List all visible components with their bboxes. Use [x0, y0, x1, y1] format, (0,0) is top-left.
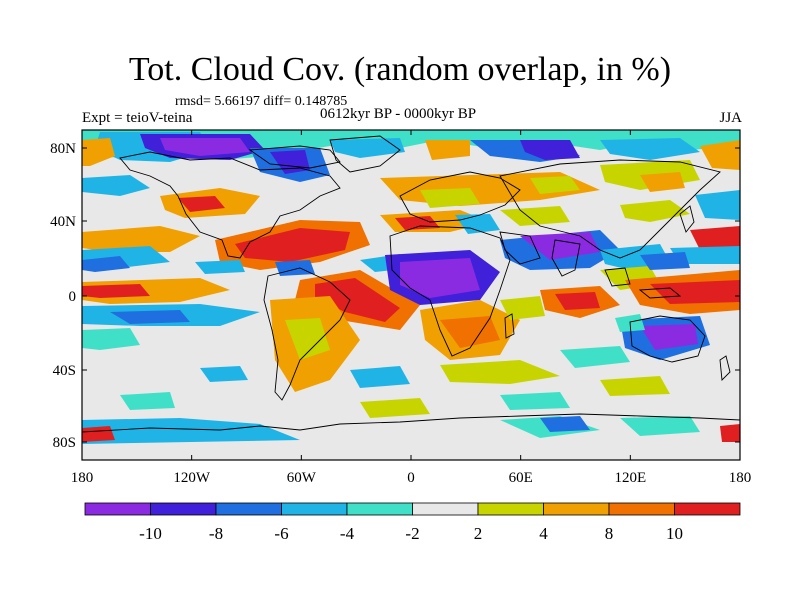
- colorbar-swatch: [477, 502, 544, 516]
- colorbar-swatch: [674, 502, 741, 516]
- field-patch: [690, 226, 740, 252]
- field-patch: [700, 140, 740, 170]
- season-label: JJA: [719, 110, 742, 126]
- field-patch: [82, 226, 200, 252]
- field-patch: [195, 260, 245, 274]
- field-patch: [670, 246, 740, 264]
- field-patch: [82, 444, 740, 460]
- colorbar: -10 -8 -6 -4 -2 2 4 8 10: [84, 502, 741, 543]
- field-patch: [640, 324, 698, 350]
- field-patch: [440, 360, 560, 384]
- field-patch: [720, 424, 740, 442]
- lon-tick-label: 180: [71, 470, 94, 486]
- field-patch: [500, 392, 570, 410]
- field-patch: [330, 138, 405, 158]
- field-patch: [82, 284, 150, 298]
- lat-tick-label: 40S: [53, 363, 76, 379]
- field-patch: [520, 232, 600, 260]
- field-patch: [400, 258, 480, 298]
- period-label: 0612kyr BP - 0000kyr BP: [320, 106, 477, 122]
- colorbar-swatch: [150, 502, 217, 516]
- colorbar-label: 10: [666, 524, 683, 543]
- field-patch: [82, 328, 140, 350]
- field-patch: [82, 138, 115, 166]
- colorbar-swatch: [412, 502, 479, 516]
- lon-tick-label: 0: [407, 470, 415, 486]
- field-patch: [82, 278, 230, 304]
- field-patch: [110, 310, 190, 324]
- field-patch: [120, 392, 175, 410]
- colorbar-label: -10: [139, 524, 162, 543]
- field-patch: [285, 318, 330, 360]
- colorbar-label: 2: [474, 524, 483, 543]
- lat-tick-label: 40N: [50, 214, 76, 230]
- stats-label: rmsd= 5.66197 diff= 0.148785: [175, 94, 348, 109]
- lon-tick-label: 60E: [509, 470, 533, 486]
- lon-tick-label: 120W: [173, 470, 211, 486]
- field-patch: [695, 190, 740, 220]
- longitude-axis: 180 120W 60W 0 60E 120E 180: [71, 130, 752, 486]
- colorbar-swatch: [281, 502, 348, 516]
- coastlines: [82, 135, 740, 433]
- colorbar-label: 4: [539, 524, 548, 543]
- field-patch: [620, 200, 690, 222]
- colorbar-label: -4: [340, 524, 355, 543]
- experiment-label: Expt = teioV-teina: [82, 110, 193, 126]
- colorbar-label: -8: [209, 524, 223, 543]
- field-patch: [360, 398, 430, 418]
- anomaly-field: [82, 130, 740, 460]
- field-patch: [520, 140, 580, 160]
- field-patch: [640, 252, 690, 270]
- field-patch: [620, 416, 700, 436]
- field-patch: [200, 366, 248, 382]
- field-patch: [540, 416, 590, 432]
- colorbar-label: 8: [605, 524, 614, 543]
- field-patch: [455, 214, 500, 234]
- field-patch: [160, 138, 250, 156]
- field-patch: [555, 292, 600, 310]
- lon-tick-label: 180: [729, 470, 752, 486]
- field-patch: [440, 316, 500, 348]
- field-patch: [500, 206, 570, 226]
- colorbar-label: -2: [405, 524, 419, 543]
- lat-tick-label: 80N: [50, 141, 76, 157]
- colorbar-swatch: [608, 502, 675, 516]
- latitude-axis: 80N 40N 0 40S 80S: [50, 141, 740, 451]
- lon-tick-label: 120E: [614, 470, 646, 486]
- colorbar-label: -6: [274, 524, 288, 543]
- field-patch: [82, 256, 130, 272]
- colorbar-swatch: [346, 502, 413, 516]
- field-patch: [275, 260, 315, 276]
- lon-tick-label: 60W: [287, 470, 317, 486]
- field-patch: [560, 346, 630, 368]
- field-patch: [600, 376, 670, 396]
- field-patch: [315, 278, 400, 322]
- lat-tick-label: 80S: [53, 435, 76, 451]
- field-patch: [650, 280, 740, 304]
- colorbar-swatch: [215, 502, 282, 516]
- field-patch: [350, 366, 410, 388]
- field-patch: [420, 188, 480, 208]
- field-patch: [178, 196, 225, 212]
- field-patch: [640, 172, 685, 192]
- chart-title: Tot. Cloud Cov. (random overlap, in %): [128, 51, 672, 88]
- field-patch: [530, 176, 580, 194]
- field-patch: [82, 426, 115, 442]
- field-patch: [82, 418, 300, 444]
- field-patch: [235, 228, 350, 262]
- field-patch: [82, 175, 150, 196]
- lat-tick-label: 0: [69, 289, 77, 305]
- field-patch: [600, 138, 700, 160]
- colorbar-swatch: [543, 502, 610, 516]
- colorbar-swatch: [84, 502, 151, 516]
- field-patch: [425, 140, 470, 160]
